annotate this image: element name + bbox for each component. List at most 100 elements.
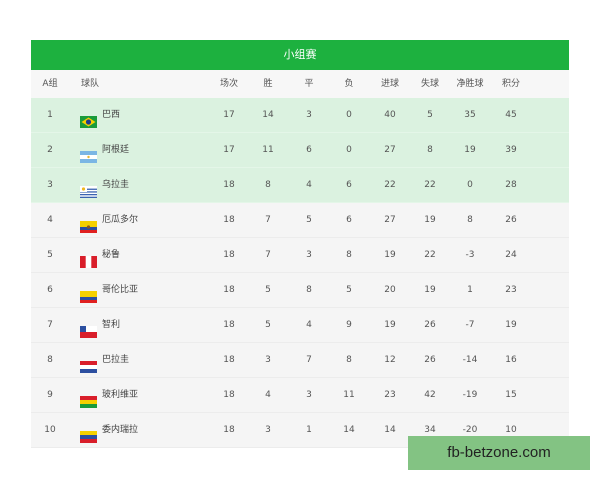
cell-w: 8	[265, 180, 271, 190]
cell-gd: -19	[462, 390, 478, 400]
cell-w: 3	[265, 425, 271, 435]
cell-pts: 16	[505, 355, 517, 365]
cell-gf: 40	[384, 110, 396, 120]
cell-p: 18	[223, 425, 235, 435]
cell-gf: 23	[384, 390, 396, 400]
chile-flag-icon	[80, 319, 97, 338]
cell-gd: -14	[462, 355, 478, 365]
cell-p: 18	[223, 250, 235, 260]
cell-p: 18	[223, 390, 235, 400]
table-row[interactable]: 10 委内瑞拉 18 3 1 14 14 34 -20 10	[31, 413, 569, 448]
team-name[interactable]: 厄瓜多尔	[102, 215, 139, 225]
cell-ga: 26	[424, 320, 436, 330]
cell-gf: 19	[384, 320, 396, 330]
cell-pts: 19	[505, 320, 517, 330]
cell-d: 1	[306, 425, 312, 435]
cell-gd: 1	[467, 285, 473, 295]
standings-table: 小组赛 A组 球队 场次 胜 平 负 进球 失球 净胜球 积分 1 巴西 17 14 3…	[31, 40, 569, 448]
team-name[interactable]: 哥伦比亚	[102, 285, 139, 295]
cell-p: 18	[223, 355, 235, 365]
cell-w: 11	[262, 145, 274, 155]
peru-flag-icon	[80, 249, 97, 268]
rank: 9	[47, 390, 53, 400]
rank: 2	[47, 145, 53, 155]
table-row[interactable]: 3 乌拉圭 18 8 4 6 22 22 0 28	[31, 168, 569, 203]
header-gf: 进球	[380, 79, 399, 89]
rank: 4	[47, 215, 53, 225]
watermark: fb-betzone.com	[408, 436, 590, 470]
cell-w: 3	[265, 355, 271, 365]
team-name[interactable]: 智利	[102, 320, 121, 330]
header-played: 场次	[219, 79, 238, 89]
table-title: 小组赛	[31, 40, 569, 70]
argentina-flag-icon	[80, 144, 97, 163]
header-lost: 负	[344, 79, 354, 89]
header-won: 胜	[263, 79, 273, 89]
cell-p: 18	[223, 285, 235, 295]
team-name[interactable]: 巴西	[102, 110, 121, 120]
rank: 7	[47, 320, 53, 330]
cell-pts: 15	[505, 390, 517, 400]
cell-gd: -20	[462, 425, 478, 435]
cell-l: 8	[346, 355, 352, 365]
cell-pts: 23	[505, 285, 517, 295]
cell-p: 18	[223, 215, 235, 225]
cell-d: 4	[306, 320, 312, 330]
header-ga: 失球	[420, 79, 439, 89]
team-name[interactable]: 玻利维亚	[102, 390, 139, 400]
table-row[interactable]: 7 智利 18 5 4 9 19 26 -7 19	[31, 308, 569, 343]
cell-pts: 24	[505, 250, 517, 260]
cell-d: 3	[306, 110, 312, 120]
cell-d: 4	[306, 180, 312, 190]
header-gd: 净胜球	[456, 79, 484, 89]
table-row[interactable]: 5 秘鲁 18 7 3 8 19 22 -3 24	[31, 238, 569, 273]
rank: 1	[47, 110, 53, 120]
cell-pts: 39	[505, 145, 517, 155]
cell-pts: 26	[505, 215, 517, 225]
table-row[interactable]: 6 哥伦比亚 18 5 8 5 20 19 1 23	[31, 273, 569, 308]
cell-ga: 26	[424, 355, 436, 365]
cell-l: 11	[343, 390, 355, 400]
table-row[interactable]: 8 巴拉圭 18 3 7 8 12 26 -14 16	[31, 343, 569, 378]
cell-gd: 19	[464, 145, 476, 155]
venezuela-flag-icon	[80, 424, 97, 443]
team-name[interactable]: 阿根廷	[102, 145, 130, 155]
team-name[interactable]: 委内瑞拉	[102, 425, 139, 435]
table-row[interactable]: 4 厄瓜多尔 18 7 5 6 27 19 8 26	[31, 203, 569, 238]
cell-ga: 42	[424, 390, 436, 400]
cell-l: 14	[343, 425, 355, 435]
rank: 3	[47, 180, 53, 190]
cell-ga: 5	[427, 110, 433, 120]
cell-ga: 19	[424, 215, 436, 225]
cell-w: 4	[265, 390, 271, 400]
cell-gd: -3	[465, 250, 475, 260]
cell-p: 17	[223, 110, 235, 120]
cell-gd: 8	[467, 215, 473, 225]
cell-l: 5	[346, 285, 352, 295]
cell-w: 7	[265, 215, 271, 225]
header-pts: 积分	[501, 79, 520, 89]
cell-w: 7	[265, 250, 271, 260]
cell-gf: 27	[384, 215, 396, 225]
team-name[interactable]: 秘鲁	[102, 250, 121, 260]
cell-w: 14	[262, 110, 274, 120]
cell-gf: 22	[384, 180, 396, 190]
cell-l: 0	[346, 145, 352, 155]
cell-gf: 19	[384, 250, 396, 260]
rank: 6	[47, 285, 53, 295]
cell-pts: 28	[505, 180, 517, 190]
team-name[interactable]: 乌拉圭	[102, 180, 130, 190]
cell-d: 8	[306, 285, 312, 295]
team-name[interactable]: 巴拉圭	[102, 355, 130, 365]
cell-d: 7	[306, 355, 312, 365]
cell-ga: 19	[424, 285, 436, 295]
table-row[interactable]: 2 阿根廷 17 11 6 0 27 8 19 39	[31, 133, 569, 168]
header-team: 球队	[81, 79, 100, 89]
colombia-flag-icon	[80, 284, 97, 303]
cell-l: 9	[346, 320, 352, 330]
cell-gf: 20	[384, 285, 396, 295]
table-row[interactable]: 1 巴西 17 14 3 0 40 5 35 45	[31, 98, 569, 133]
uruguay-flag-icon	[80, 179, 97, 198]
rank: 5	[47, 250, 53, 260]
table-row[interactable]: 9 玻利维亚 18 4 3 11 23 42 -19 15	[31, 378, 569, 413]
